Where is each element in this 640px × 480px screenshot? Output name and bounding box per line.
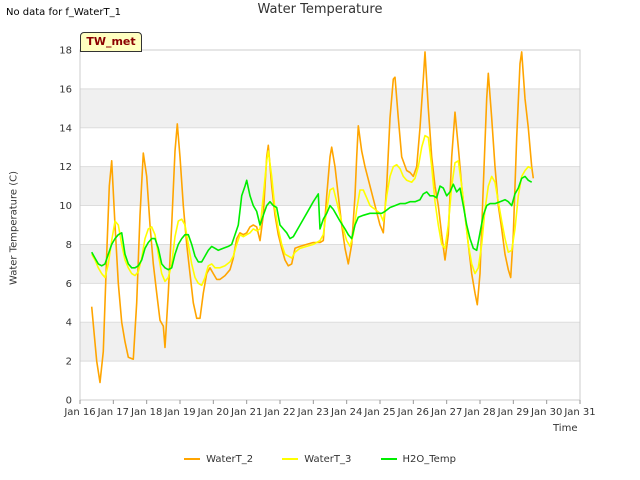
y-tick-label: 8 xyxy=(66,240,72,251)
no-data-note: No data for f_WaterT_1 xyxy=(6,7,121,18)
x-tick-label: Jan 25 xyxy=(363,407,395,418)
legend-item-h2o-temp: H2O_Temp xyxy=(380,454,456,465)
site-badge: TW_met xyxy=(80,32,142,52)
grid-band xyxy=(80,50,580,89)
y-tick-label: 14 xyxy=(59,123,72,134)
x-tick-label: Jan 23 xyxy=(297,407,329,418)
x-tick-label: Jan 18 xyxy=(130,407,162,418)
y-tick-label: 16 xyxy=(59,84,72,95)
chart-series-lines xyxy=(90,51,535,384)
x-tick-label: Jan 28 xyxy=(463,407,495,418)
grid-band xyxy=(80,205,580,245)
x-tick-label: Jan 26 xyxy=(397,407,429,418)
legend-label: WaterT_3 xyxy=(304,454,352,465)
grid-band xyxy=(80,283,580,323)
plot-area-frame xyxy=(79,49,581,401)
series-line-h2o-temp xyxy=(91,175,533,271)
x-tick-label: Jan 20 xyxy=(197,407,229,418)
x-tick-label: Jan 17 xyxy=(97,407,129,418)
y-tick-label: 18 xyxy=(59,46,72,57)
x-tick-label: Jan 19 xyxy=(163,407,195,418)
x-tick-label: Jan 16 xyxy=(63,407,95,418)
y-tick-label: 6 xyxy=(66,279,72,290)
x-tick-label: Jan 22 xyxy=(263,407,295,418)
chart-title: Water Temperature xyxy=(257,2,383,17)
x-tick-label: Jan 21 xyxy=(230,407,262,418)
y-tick-label: 0 xyxy=(66,396,72,407)
legend-swatch xyxy=(184,458,201,460)
y-axis-label: Water Temperature (C) xyxy=(8,170,20,286)
grid-band xyxy=(80,322,580,362)
x-tick-label: Jan 30 xyxy=(530,407,562,418)
y-tick-label: 2 xyxy=(66,357,72,368)
y-tick-label: 4 xyxy=(66,318,72,329)
legend-item-watert2: WaterT_2 xyxy=(184,454,253,465)
x-tick-label: Jan 29 xyxy=(497,407,529,418)
legend-label: H2O_Temp xyxy=(402,454,456,465)
y-tick-label: 10 xyxy=(59,201,72,212)
x-tick-label: Jan 27 xyxy=(430,407,462,418)
x-axis-label: Time xyxy=(553,423,578,434)
legend-item-watert3: WaterT_3 xyxy=(282,454,351,465)
chart-legend: WaterT_2 WaterT_3 H2O_Temp xyxy=(0,454,640,465)
grid-band xyxy=(80,88,580,128)
y-tick-label: 12 xyxy=(59,162,72,173)
chart-bands xyxy=(80,50,580,400)
series-line-watert-3 xyxy=(91,134,533,287)
x-tick-label: Jan 24 xyxy=(330,407,362,418)
legend-label: WaterT_2 xyxy=(206,454,254,465)
y-axis-ticks: 0 2 4 6 8 10 12 14 16 18 xyxy=(59,46,72,407)
grid-band xyxy=(80,361,580,400)
legend-swatch xyxy=(282,458,299,460)
x-axis-ticks: Jan 16 Jan 17 Jan 18 Jan 19 Jan 20 Jan 21 Jan … xyxy=(63,400,596,418)
legend-swatch xyxy=(380,458,397,460)
x-tick-label: Jan 31 xyxy=(563,407,595,418)
